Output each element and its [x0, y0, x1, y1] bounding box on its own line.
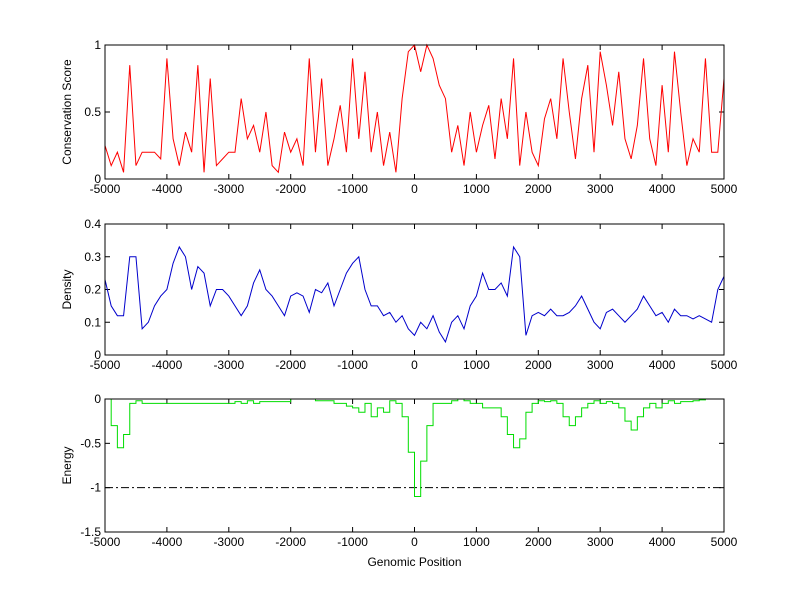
y-tick-label: 0.4	[84, 217, 101, 231]
data-line	[105, 398, 724, 498]
x-tick-label: 0	[411, 182, 418, 196]
y-tick-label: 0	[94, 392, 101, 406]
y-tick-label: 1	[94, 38, 101, 52]
x-tick-label: -2000	[275, 358, 306, 372]
y-tick-label: 0.5	[84, 105, 101, 119]
x-tick-label: -5000	[90, 358, 121, 372]
y-axis-label: Conservation Score	[60, 59, 74, 165]
x-tick-label: 4000	[649, 535, 676, 549]
x-tick-label: -2000	[275, 182, 306, 196]
y-tick-label: 0.2	[84, 283, 101, 297]
y-axis-label: Energy	[60, 446, 74, 484]
y-tick-label: 0	[94, 348, 101, 362]
x-tick-label: 0	[411, 358, 418, 372]
x-tick-label: -4000	[152, 358, 183, 372]
y-axis-label: Density	[60, 269, 74, 309]
x-tick-label: -4000	[152, 535, 183, 549]
y-tick-label: 0	[94, 172, 101, 186]
axes-background	[105, 224, 724, 355]
x-tick-label: 5000	[711, 182, 738, 196]
x-tick-label: 3000	[587, 358, 614, 372]
x-tick-label: -1000	[337, 535, 368, 549]
x-tick-label: -5000	[90, 182, 121, 196]
x-tick-label: 4000	[649, 182, 676, 196]
x-tick-label: 5000	[711, 535, 738, 549]
y-tick-label: -0.5	[80, 436, 101, 450]
x-tick-label: -3000	[213, 358, 244, 372]
y-tick-label: 0.1	[84, 315, 101, 329]
x-tick-label: 1000	[463, 358, 490, 372]
x-tick-label: -4000	[152, 182, 183, 196]
x-tick-label: -3000	[213, 535, 244, 549]
x-tick-label: 1000	[463, 535, 490, 549]
y-tick-label: -1.5	[80, 525, 101, 539]
x-tick-label: 2000	[525, 358, 552, 372]
x-tick-label: -1000	[337, 182, 368, 196]
x-tick-label: 5000	[711, 358, 738, 372]
x-tick-label: 2000	[525, 535, 552, 549]
x-tick-label: -3000	[213, 182, 244, 196]
y-tick-label: 0.3	[84, 250, 101, 264]
x-tick-label: -1000	[337, 358, 368, 372]
x-tick-label: 3000	[587, 535, 614, 549]
axes-box	[104, 398, 725, 533]
data-line	[104, 245, 725, 344]
x-tick-label: 3000	[587, 182, 614, 196]
x-tick-label: 4000	[649, 358, 676, 372]
x-tick-label: -5000	[90, 535, 121, 549]
y-tick-label: -1	[90, 481, 101, 495]
x-tick-label: 2000	[525, 182, 552, 196]
x-tick-label: -2000	[275, 535, 306, 549]
axes-box	[104, 223, 725, 356]
x-tick-label: 0	[411, 535, 418, 549]
x-axis-label: Genomic Position	[367, 555, 461, 569]
x-tick-label: 1000	[463, 182, 490, 196]
axes-box	[104, 44, 725, 180]
